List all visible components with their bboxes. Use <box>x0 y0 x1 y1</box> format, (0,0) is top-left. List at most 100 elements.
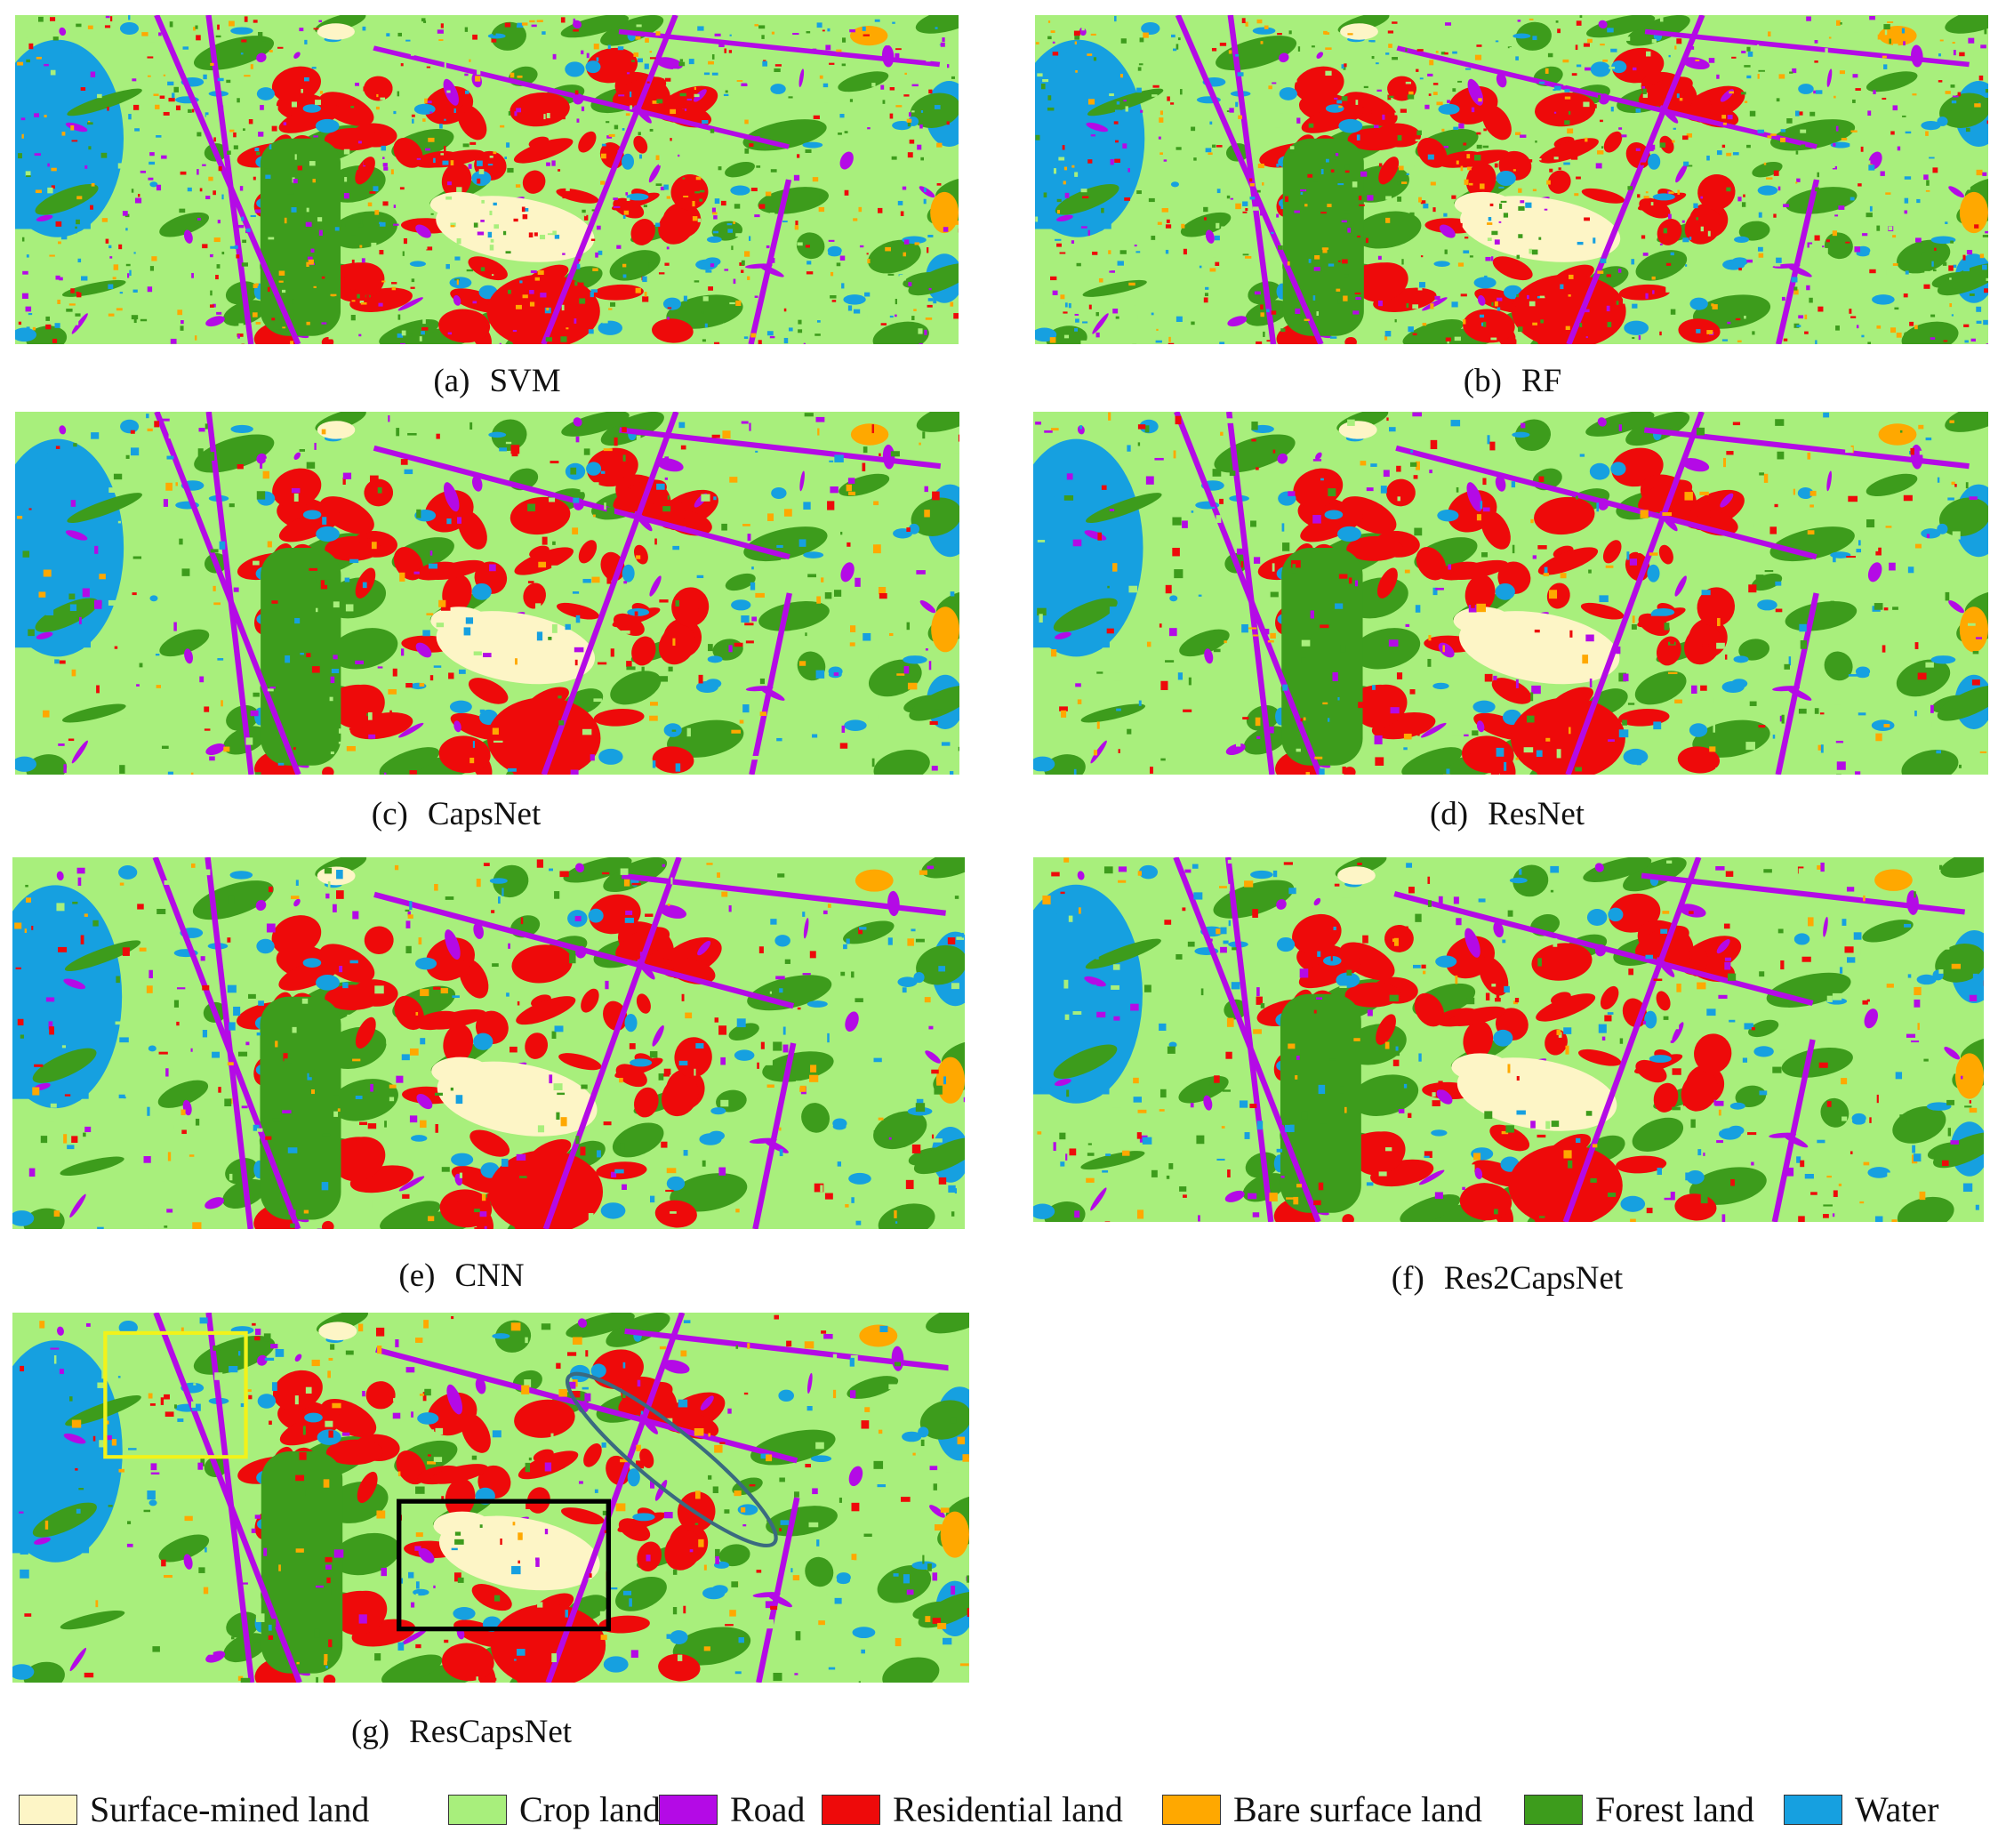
map-speckle <box>1188 677 1192 686</box>
map-speckle <box>333 601 340 608</box>
map-speckle <box>851 1197 855 1203</box>
map-patch <box>1464 928 1480 958</box>
map-speckle <box>281 289 286 293</box>
map-speckle <box>1949 303 1953 308</box>
map-speckle <box>1685 264 1688 267</box>
map-patch <box>593 284 644 301</box>
map-speckle <box>1427 73 1433 76</box>
map-patch <box>1935 943 1984 983</box>
map-speckle <box>675 600 680 607</box>
map-patch <box>803 551 824 558</box>
map-speckle <box>1385 52 1390 55</box>
map-speckle <box>1667 671 1678 674</box>
map-speckle <box>635 287 641 293</box>
map-patch <box>159 629 210 657</box>
map-speckle <box>1456 160 1459 165</box>
map-patch <box>633 135 648 154</box>
map-speckle <box>452 995 460 999</box>
map-road <box>1643 427 1970 470</box>
map-speckle <box>770 919 777 925</box>
map-speckle <box>1856 549 1862 553</box>
map-speckle <box>1291 559 1301 568</box>
map-speckle <box>1576 20 1582 26</box>
map-patch <box>664 1530 702 1571</box>
map-patch <box>758 601 830 631</box>
map-speckle <box>1885 526 1892 528</box>
map-speckle <box>1137 314 1142 320</box>
map-speckle <box>1092 251 1098 255</box>
map-speckle <box>552 230 557 236</box>
map-speckle <box>202 984 210 991</box>
map-speckle <box>469 141 477 145</box>
map-speckle <box>36 56 42 60</box>
map-speckle <box>1726 451 1734 455</box>
map-speckle <box>754 295 758 298</box>
map-speckle <box>1964 1105 1972 1108</box>
map-speckle <box>702 296 709 301</box>
map-speckle <box>405 920 411 928</box>
map-speckle <box>1939 864 1943 870</box>
map-speckle <box>1221 226 1224 231</box>
map-patch <box>1432 682 1449 690</box>
map-speckle <box>1155 340 1162 343</box>
map-speckle <box>338 741 347 744</box>
map-speckle <box>1876 225 1881 231</box>
map-speckle <box>714 190 718 195</box>
map-speckle <box>592 1394 598 1398</box>
map-speckle <box>1419 77 1424 80</box>
map-speckle <box>876 232 882 237</box>
map-speckle <box>1081 25 1085 31</box>
map-patch <box>1080 703 1146 723</box>
map-speckle <box>1907 566 1914 574</box>
map-speckle <box>847 478 855 484</box>
map-speckle <box>70 125 75 131</box>
map-speckle <box>424 244 428 250</box>
panel-label: (f) <box>1391 1260 1424 1297</box>
map-speckle <box>321 276 325 279</box>
map-speckle <box>469 758 475 764</box>
map-speckle <box>143 1156 151 1163</box>
map-speckle <box>1341 96 1348 101</box>
map-speckle <box>390 169 394 175</box>
map-speckle <box>751 616 757 622</box>
map-speckle <box>1947 1128 1952 1137</box>
map-speckle <box>617 149 620 154</box>
map-patch <box>1053 598 1118 632</box>
map-speckle <box>1798 708 1807 714</box>
map-patch <box>1948 186 1965 198</box>
map-speckle <box>1194 151 1198 154</box>
map-speckle <box>47 163 50 167</box>
map-speckle <box>558 169 561 172</box>
map-speckle <box>1852 74 1858 78</box>
map-speckle <box>307 256 313 261</box>
map-speckle <box>717 872 720 878</box>
map-patch <box>1438 642 1455 658</box>
map-speckle <box>1060 891 1065 895</box>
map-speckle <box>782 1026 786 1035</box>
map-speckle <box>342 477 346 485</box>
map-speckle <box>1565 325 1570 330</box>
map-speckle <box>1434 1192 1443 1199</box>
map-speckle <box>1520 200 1525 204</box>
map-speckle <box>1214 235 1220 241</box>
map-speckle <box>1167 1046 1176 1054</box>
map-speckle <box>1676 984 1681 992</box>
map-speckle <box>1137 871 1142 876</box>
map-speckle <box>1530 1121 1536 1129</box>
map-speckle <box>1219 341 1225 344</box>
map-patch <box>441 162 472 197</box>
map-speckle <box>1063 857 1070 863</box>
map-patch <box>271 66 321 102</box>
map-speckle <box>1798 315 1804 319</box>
map-speckle <box>1932 269 1937 272</box>
map-patch <box>379 747 440 775</box>
map-speckle <box>1063 181 1066 185</box>
map-speckle <box>517 22 523 28</box>
map-patch <box>1916 974 1937 985</box>
map-speckle <box>1322 702 1328 705</box>
map-speckle <box>25 884 28 888</box>
map-speckle <box>179 538 183 545</box>
map-speckle <box>674 79 678 83</box>
map-speckle <box>198 1129 209 1137</box>
map-speckle <box>1793 286 1798 291</box>
